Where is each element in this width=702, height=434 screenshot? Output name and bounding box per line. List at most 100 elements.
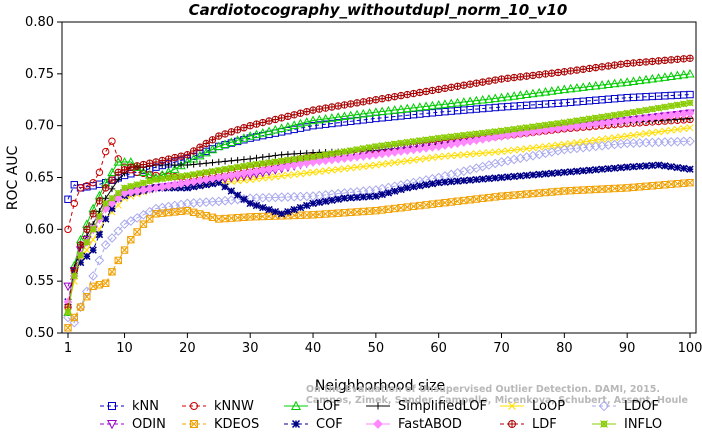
data-point-marker bbox=[447, 198, 455, 206]
data-point-marker bbox=[89, 246, 97, 254]
legend-item-knn: kNN bbox=[100, 399, 159, 414]
y-tick-label: 0.60 bbox=[25, 222, 54, 237]
data-point-marker bbox=[83, 238, 91, 246]
data-point-marker bbox=[661, 181, 669, 189]
data-point-marker bbox=[195, 150, 205, 160]
data-point-marker bbox=[479, 194, 487, 202]
data-point-marker bbox=[610, 164, 619, 172]
data-point-marker bbox=[622, 77, 632, 86]
data-point-marker bbox=[390, 187, 399, 195]
data-point-marker bbox=[164, 174, 173, 182]
data-point-marker bbox=[84, 239, 90, 246]
data-point-marker bbox=[510, 74, 518, 81]
legend-item-lof: LOF bbox=[284, 399, 341, 414]
data-point-marker bbox=[649, 58, 656, 65]
data-point-marker bbox=[668, 103, 674, 109]
data-point-marker bbox=[113, 193, 123, 203]
data-point-marker bbox=[107, 167, 117, 177]
data-point-marker bbox=[115, 190, 122, 196]
data-point-marker bbox=[138, 167, 149, 177]
data-point-marker bbox=[554, 187, 562, 196]
data-point-marker bbox=[686, 178, 694, 187]
data-point-marker bbox=[673, 101, 681, 109]
y-axis-label: ROC AUC bbox=[5, 145, 21, 210]
data-point-marker bbox=[347, 208, 355, 216]
data-point-marker bbox=[542, 70, 549, 78]
data-point-marker bbox=[573, 139, 581, 147]
data-point-marker bbox=[328, 210, 336, 218]
data-point-marker bbox=[661, 127, 669, 135]
data-point-marker bbox=[604, 185, 612, 193]
data-point-marker bbox=[554, 169, 562, 177]
data-point-marker bbox=[385, 142, 392, 148]
data-point-marker bbox=[108, 137, 116, 145]
data-point-marker bbox=[460, 151, 468, 159]
data-point-marker bbox=[83, 293, 91, 301]
data-point-marker bbox=[272, 116, 279, 123]
data-point-marker bbox=[609, 78, 620, 88]
data-point-marker bbox=[303, 169, 311, 177]
data-point-marker bbox=[579, 167, 587, 175]
data-point-marker bbox=[90, 226, 96, 233]
data-point-marker bbox=[655, 104, 663, 112]
data-point-marker bbox=[196, 144, 204, 151]
data-point-marker bbox=[497, 173, 506, 182]
data-point-marker bbox=[516, 145, 524, 153]
data-point-marker bbox=[648, 161, 657, 170]
data-point-marker bbox=[360, 98, 367, 106]
data-point-marker bbox=[584, 81, 595, 91]
data-point-marker bbox=[529, 72, 537, 79]
data-point-marker bbox=[290, 155, 298, 163]
x-tick-label: 40 bbox=[305, 341, 322, 356]
data-point-marker bbox=[215, 178, 223, 187]
data-point-marker bbox=[315, 152, 323, 160]
legend-label: LOF bbox=[316, 399, 341, 414]
data-point-marker bbox=[535, 189, 543, 197]
data-point-marker bbox=[259, 119, 266, 126]
data-point-marker bbox=[516, 172, 525, 180]
data-point-marker bbox=[548, 169, 556, 178]
data-point-marker bbox=[434, 100, 444, 109]
data-point-marker bbox=[291, 156, 297, 162]
data-point-marker bbox=[636, 162, 644, 171]
data-point-marker bbox=[649, 106, 656, 112]
data-point-marker bbox=[422, 201, 430, 209]
data-point-marker bbox=[560, 168, 569, 177]
data-point-marker bbox=[139, 220, 147, 228]
data-point-marker bbox=[353, 145, 361, 154]
y-tick-label: 0.70 bbox=[25, 119, 54, 134]
data-point-marker bbox=[423, 137, 429, 143]
data-point-marker bbox=[510, 146, 518, 154]
data-point-marker bbox=[322, 167, 330, 175]
data-point-marker bbox=[604, 112, 612, 120]
data-point-marker bbox=[272, 152, 279, 159]
data-point-marker bbox=[152, 210, 160, 218]
data-point-marker bbox=[347, 146, 355, 155]
data-point-marker bbox=[265, 159, 273, 167]
data-point-marker bbox=[183, 207, 191, 215]
data-point-marker bbox=[417, 137, 423, 144]
data-point-marker bbox=[278, 172, 286, 180]
data-point-marker bbox=[623, 132, 631, 140]
data-point-marker bbox=[127, 163, 135, 171]
legend-label: KDEOS bbox=[214, 417, 259, 432]
data-point-marker bbox=[252, 213, 261, 221]
data-point-marker bbox=[346, 110, 356, 120]
data-point-marker bbox=[422, 136, 430, 144]
data-point-marker bbox=[601, 421, 607, 427]
data-point-marker bbox=[184, 151, 191, 158]
data-point-marker bbox=[226, 137, 237, 146]
x-tick-label: 1 bbox=[64, 341, 72, 356]
data-point-marker bbox=[523, 123, 531, 132]
data-point-marker bbox=[504, 126, 512, 134]
data-point-marker bbox=[115, 169, 122, 176]
data-point-marker bbox=[177, 207, 185, 215]
data-point-marker bbox=[88, 271, 98, 281]
data-point-marker bbox=[561, 68, 568, 75]
data-point-marker bbox=[623, 60, 631, 67]
data-point-marker bbox=[81, 286, 92, 297]
data-point-marker bbox=[372, 207, 380, 215]
data-point-marker bbox=[165, 161, 172, 169]
data-point-marker bbox=[435, 135, 442, 141]
data-point-marker bbox=[102, 279, 110, 287]
